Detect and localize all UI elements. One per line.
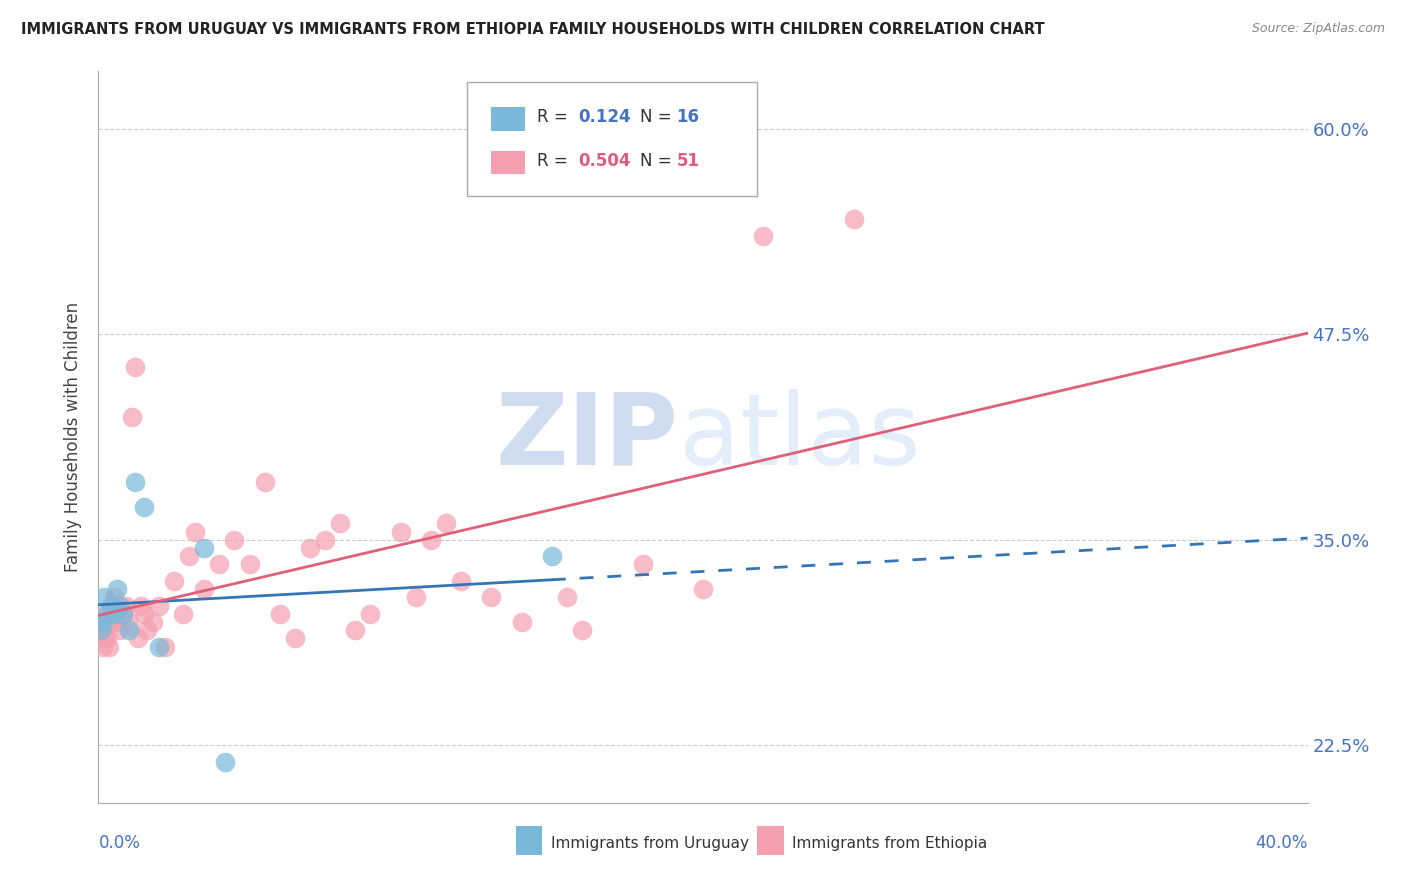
- Text: 51: 51: [676, 153, 699, 170]
- Point: [193, 582, 215, 596]
- Point: [389, 524, 412, 539]
- Point: [752, 228, 775, 243]
- Point: [540, 549, 562, 564]
- Text: IMMIGRANTS FROM URUGUAY VS IMMIGRANTS FROM ETHIOPIA FAMILY HOUSEHOLDS WITH CHILD: IMMIGRANTS FROM URUGUAY VS IMMIGRANTS FR…: [21, 22, 1045, 37]
- Point: [214, 755, 236, 769]
- Text: 0.124: 0.124: [578, 109, 631, 127]
- Point: [124, 475, 146, 490]
- Point: [108, 599, 131, 613]
- Text: Source: ZipAtlas.com: Source: ZipAtlas.com: [1251, 22, 1385, 36]
- Point: [103, 607, 125, 621]
- Point: [284, 632, 307, 646]
- Point: [344, 624, 367, 638]
- Point: [360, 607, 382, 621]
- Text: atlas: atlas: [679, 389, 921, 485]
- Point: [208, 558, 231, 572]
- Point: [510, 615, 533, 629]
- Text: R =: R =: [537, 109, 574, 127]
- Point: [148, 599, 170, 613]
- FancyBboxPatch shape: [492, 107, 526, 130]
- Point: [90, 624, 112, 638]
- Text: Immigrants from Ethiopia: Immigrants from Ethiopia: [793, 836, 988, 851]
- Point: [93, 591, 115, 605]
- Point: [121, 409, 143, 424]
- FancyBboxPatch shape: [467, 82, 758, 195]
- Point: [253, 475, 276, 490]
- Point: [114, 599, 136, 613]
- Text: 0.0%: 0.0%: [98, 834, 141, 852]
- Point: [124, 360, 146, 375]
- Y-axis label: Family Households with Children: Family Households with Children: [65, 302, 83, 572]
- FancyBboxPatch shape: [492, 151, 526, 175]
- Point: [105, 582, 128, 596]
- Point: [269, 607, 291, 621]
- Text: 0.504: 0.504: [578, 153, 631, 170]
- Point: [172, 607, 194, 621]
- Point: [314, 533, 336, 547]
- Point: [94, 607, 117, 621]
- Point: [692, 582, 714, 596]
- Point: [127, 632, 149, 646]
- FancyBboxPatch shape: [758, 826, 785, 855]
- Point: [96, 632, 118, 646]
- Text: Immigrants from Uruguay: Immigrants from Uruguay: [551, 836, 748, 851]
- Point: [631, 558, 654, 572]
- Point: [148, 640, 170, 654]
- Point: [103, 591, 125, 605]
- Point: [100, 615, 122, 629]
- Point: [91, 615, 114, 629]
- Point: [90, 624, 112, 638]
- Point: [105, 615, 128, 629]
- Point: [91, 640, 114, 654]
- Point: [118, 615, 141, 629]
- Point: [108, 624, 131, 638]
- Text: R =: R =: [537, 153, 574, 170]
- FancyBboxPatch shape: [516, 826, 543, 855]
- Text: ZIP: ZIP: [496, 389, 679, 485]
- Point: [481, 591, 503, 605]
- Point: [184, 524, 207, 539]
- Text: 40.0%: 40.0%: [1256, 834, 1308, 852]
- Point: [450, 574, 472, 588]
- Point: [98, 640, 121, 654]
- Point: [118, 624, 141, 638]
- Point: [132, 607, 155, 621]
- Point: [555, 591, 578, 605]
- Point: [132, 500, 155, 514]
- Point: [844, 212, 866, 227]
- Point: [179, 549, 201, 564]
- Point: [100, 599, 122, 613]
- Point: [329, 516, 352, 531]
- Point: [571, 624, 593, 638]
- Point: [135, 624, 157, 638]
- Point: [93, 632, 115, 646]
- Text: 16: 16: [676, 109, 699, 127]
- Point: [111, 607, 134, 621]
- Point: [239, 558, 262, 572]
- Point: [129, 599, 152, 613]
- Point: [142, 615, 165, 629]
- Point: [434, 516, 457, 531]
- Point: [163, 574, 186, 588]
- Text: N =: N =: [640, 153, 678, 170]
- Point: [299, 541, 322, 555]
- Point: [420, 533, 443, 547]
- Point: [111, 607, 134, 621]
- Point: [193, 541, 215, 555]
- Point: [224, 533, 246, 547]
- Text: N =: N =: [640, 109, 678, 127]
- Point: [405, 591, 427, 605]
- Point: [96, 607, 118, 621]
- Point: [153, 640, 176, 654]
